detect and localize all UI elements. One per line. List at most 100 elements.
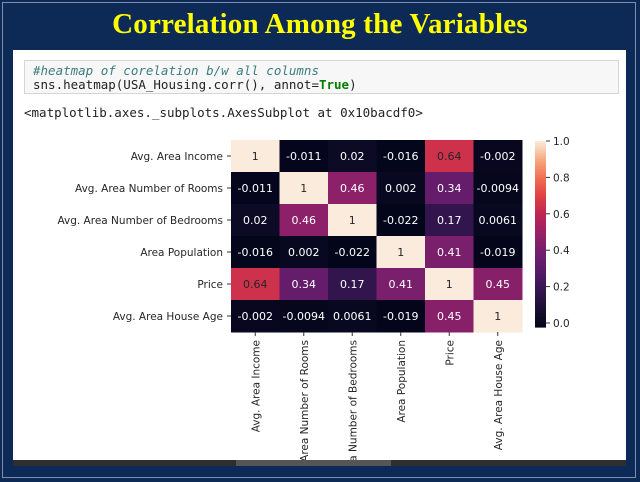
horizontal-scrollbar[interactable] xyxy=(13,460,626,466)
cell-annotation: 0.002 xyxy=(288,246,320,259)
cell-annotation: 0.46 xyxy=(340,182,365,195)
cell-annotation: -0.016 xyxy=(238,246,273,259)
colorbar-segment xyxy=(535,315,546,318)
cell-annotation: -0.019 xyxy=(383,310,418,323)
colorbar-segment xyxy=(535,211,546,214)
cell-annotation: 1 xyxy=(397,246,404,259)
y-tick-label: Area Population xyxy=(140,247,223,259)
heatmap-cell xyxy=(328,204,377,237)
heatmap-cell xyxy=(328,236,377,269)
heatmap-cell xyxy=(473,236,523,269)
colorbar-segment xyxy=(535,193,546,196)
colorbar-segment xyxy=(535,217,546,220)
heatmap-cell xyxy=(376,140,426,173)
colorbar-segment xyxy=(535,155,546,158)
colorbar-segment xyxy=(535,297,546,300)
colorbar-segment xyxy=(535,259,546,262)
colorbar-segment xyxy=(535,275,546,278)
colorbar-segment xyxy=(535,169,546,172)
colorbar-segment xyxy=(535,319,546,322)
cell-annotation: 1 xyxy=(252,150,259,163)
colorbar-segment xyxy=(535,239,546,242)
colorbar-segment xyxy=(535,147,546,150)
heatmap-cell xyxy=(231,204,280,237)
colorbar-segment xyxy=(535,165,546,168)
heatmap-cell xyxy=(425,300,474,333)
colorbar-segment xyxy=(535,207,546,210)
colorbar-segment xyxy=(535,183,546,186)
cell-annotation: 0.02 xyxy=(340,150,365,163)
cell-annotation: -0.011 xyxy=(238,182,273,195)
cell-annotation: -0.019 xyxy=(480,246,515,259)
heatmap-cell xyxy=(279,140,329,173)
heatmap-cell xyxy=(279,268,329,301)
y-tick-label: Avg. Area Number of Bedrooms xyxy=(57,215,223,227)
cell-annotation: 0.02 xyxy=(243,214,268,227)
cell-annotation: 0.17 xyxy=(340,278,365,291)
y-tick-label: Price xyxy=(197,279,223,291)
colorbar-segment xyxy=(535,265,546,268)
heatmap-cell xyxy=(279,300,329,333)
heatmap-cell xyxy=(231,172,280,205)
cell-annotation: 0.64 xyxy=(243,278,268,291)
x-tick-label: Price xyxy=(444,340,456,366)
heatmap-cell xyxy=(425,140,474,173)
colorbar-segment xyxy=(535,191,546,194)
colorbar-segment xyxy=(535,279,546,282)
code-cell[interactable]: #heatmap of corelation b/w all columns s… xyxy=(24,60,619,94)
x-tick-label: Avg. Area House Age xyxy=(493,340,505,450)
colorbar-segment xyxy=(535,219,546,222)
slide-title: Correlation Among the Variables xyxy=(112,8,528,40)
colorbar-segment xyxy=(535,303,546,306)
heatmap-cell xyxy=(328,140,377,173)
colorbar-segment xyxy=(535,161,546,164)
heatmap-cell xyxy=(473,140,523,173)
colorbar-segment xyxy=(535,175,546,178)
heatmap-cell xyxy=(231,140,280,173)
notebook-area: #heatmap of corelation b/w all columns s… xyxy=(13,50,626,464)
heatmap-cell xyxy=(376,204,426,237)
heatmap-cell xyxy=(425,268,474,301)
cell-annotation: 0.34 xyxy=(292,278,317,291)
cell-annotation: 0.64 xyxy=(437,150,462,163)
heatmap-cell xyxy=(231,236,280,269)
heatmap-cell xyxy=(473,268,523,301)
colorbar-tick-label: 0.8 xyxy=(553,172,570,184)
colorbar-segment xyxy=(535,313,546,316)
cell-annotation: 0.34 xyxy=(437,182,462,195)
colorbar-segment xyxy=(535,225,546,228)
colorbar-segment xyxy=(535,305,546,308)
colorbar-tick-label: 1.0 xyxy=(553,136,570,148)
colorbar-segment xyxy=(535,143,546,146)
cell-annotation: -0.0094 xyxy=(283,310,325,323)
x-tick-label: Avg. Area Income xyxy=(250,340,262,432)
heatmap-cell xyxy=(279,172,329,205)
colorbar-segment xyxy=(535,163,546,166)
colorbar-segment xyxy=(535,195,546,198)
colorbar-segment xyxy=(535,267,546,270)
colorbar-segment xyxy=(535,167,546,170)
colorbar-segment xyxy=(535,251,546,254)
colorbar-segment xyxy=(535,271,546,274)
colorbar-segment xyxy=(535,229,546,232)
colorbar-segment xyxy=(535,213,546,216)
colorbar-segment xyxy=(535,189,546,192)
heatmap-cell xyxy=(231,268,280,301)
heatmap-cell xyxy=(473,300,523,333)
colorbar-segment xyxy=(535,301,546,304)
code-comment: #heatmap of corelation b/w all columns xyxy=(33,63,319,78)
x-tick-label: Avg. Area Number of Rooms xyxy=(299,340,311,464)
colorbar-segment xyxy=(535,273,546,276)
code-line: sns.heatmap(USA_Housing.corr(), annot=Tr… xyxy=(33,78,610,92)
colorbar-segment xyxy=(535,185,546,188)
cell-annotation: 0.41 xyxy=(389,278,414,291)
heatmap-cell xyxy=(425,172,474,205)
code-keyword: True xyxy=(318,77,350,92)
colorbar-segment xyxy=(535,153,546,156)
scrollbar-thumb[interactable] xyxy=(236,460,391,466)
colorbar-segment xyxy=(535,197,546,200)
colorbar-segment xyxy=(535,317,546,320)
colorbar-segment xyxy=(535,223,546,226)
x-tick-label: Avg. Area Number of Bedrooms xyxy=(347,340,359,464)
cell-annotation: -0.016 xyxy=(383,150,418,163)
